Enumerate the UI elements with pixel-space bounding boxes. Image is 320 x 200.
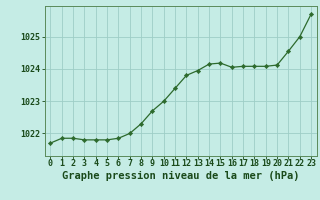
X-axis label: Graphe pression niveau de la mer (hPa): Graphe pression niveau de la mer (hPa) — [62, 171, 300, 181]
